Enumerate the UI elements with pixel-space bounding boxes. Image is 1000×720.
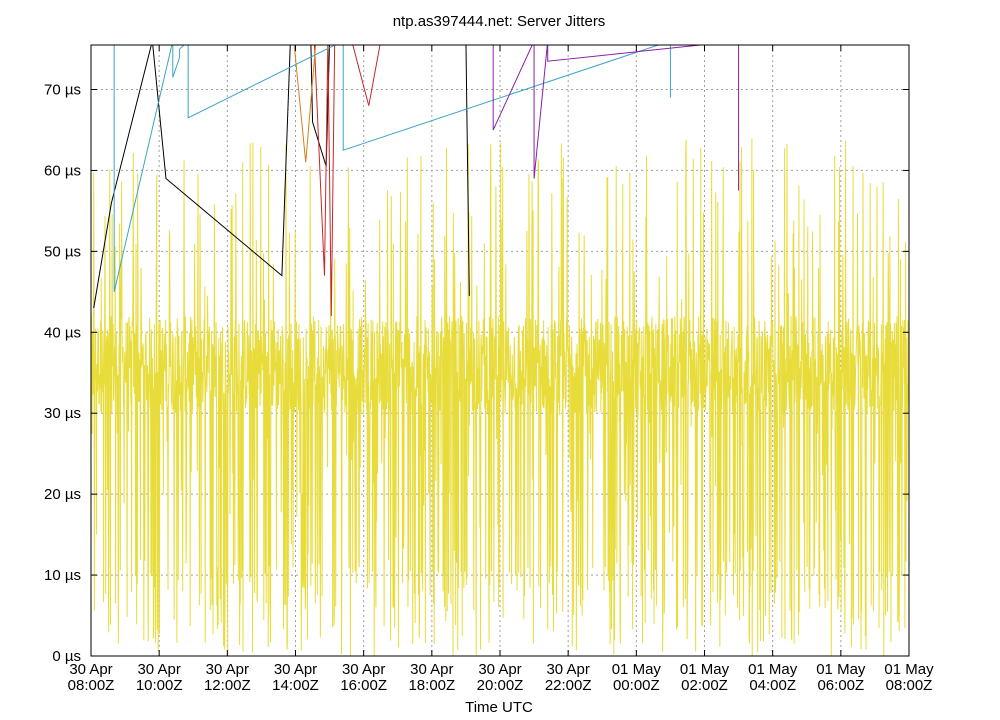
x-tick-time: 08:00Z (68, 677, 115, 694)
y-tick-label: 60 µs (44, 162, 81, 179)
x-tick-date: 30 Apr (69, 661, 112, 678)
y-axis: 0 µs 10 µs 20 µs 30 µs 40 µs 50 µs 60 µs 70 µs (44, 82, 909, 665)
x-tick-date: 30 Apr (137, 661, 180, 678)
y-tick-label: 10 µs (44, 567, 81, 584)
x-tick-time: 02:00Z (681, 677, 728, 694)
x-tick-date: 30 Apr (410, 661, 453, 678)
x-tick-time: 16:00Z (340, 677, 387, 694)
series-line-3 (293, 45, 317, 163)
x-tick-date: 01 May (612, 661, 662, 678)
x-tick-time: 12:00Z (204, 677, 251, 694)
x-tick-time: 22:00Z (545, 677, 592, 694)
y-tick-label: 30 µs (44, 405, 81, 422)
x-tick-time: 06:00Z (817, 677, 864, 694)
x-tick-date: 30 Apr (546, 661, 589, 678)
x-tick-time: 14:00Z (272, 677, 319, 694)
plot-area (91, 45, 909, 656)
y-tick-label: 0 µs (52, 648, 81, 665)
x-tick-time: 08:00Z (886, 677, 933, 694)
series-line-2 (313, 45, 381, 317)
x-tick-date: 01 May (680, 661, 730, 678)
chart-title: ntp.as397444.net: Server Jitters (393, 13, 606, 30)
x-tick-time: 00:00Z (613, 677, 660, 694)
x-tick-date: 30 Apr (478, 661, 521, 678)
series-main-line (91, 138, 909, 656)
x-tick-date: 30 Apr (342, 661, 385, 678)
x-tick-time: 10:00Z (136, 677, 183, 694)
series-line-4 (113, 45, 671, 292)
x-tick-time: 04:00Z (749, 677, 796, 694)
y-tick-label: 50 µs (44, 243, 81, 260)
y-tick-label: 40 µs (44, 324, 81, 341)
x-tick-time: 18:00Z (408, 677, 455, 694)
y-tick-label: 20 µs (44, 486, 81, 503)
x-tick-date: 01 May (748, 661, 798, 678)
series-line-1 (93, 45, 470, 309)
x-tick-date: 01 May (884, 661, 934, 678)
series-line-5 (492, 45, 740, 191)
x-tick-date: 01 May (816, 661, 866, 678)
x-tick-time: 20:00Z (477, 677, 524, 694)
x-axis-label: Time UTC (465, 699, 533, 716)
x-tick-date: 30 Apr (274, 661, 317, 678)
y-tick-label: 70 µs (44, 82, 81, 99)
x-tick-date: 30 Apr (206, 661, 249, 678)
